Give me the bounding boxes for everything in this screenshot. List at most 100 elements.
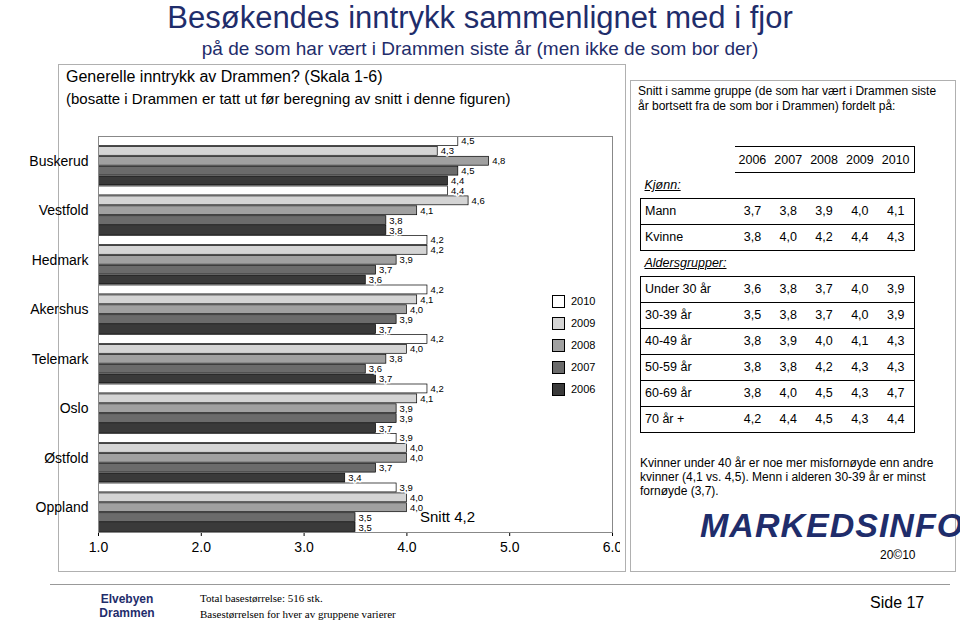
html-text:4,0: 4,0 bbox=[815, 334, 833, 348]
svg-text:Buskerud: Buskerud bbox=[29, 153, 88, 169]
html-text:Generelle inntrykk av Drammen?: Generelle inntrykk av Drammen? (Skala 1-… bbox=[66, 68, 383, 85]
html-text:Besøkendes inntrykk sammenlign: Besøkendes inntrykk sammenlignet med i f… bbox=[167, 0, 793, 35]
html-text:3,8: 3,8 bbox=[743, 386, 762, 400]
svg-text:1.0: 1.0 bbox=[89, 539, 109, 555]
svg-text:4,4: 4,4 bbox=[451, 185, 464, 196]
svg-text:3,4: 3,4 bbox=[348, 472, 361, 483]
svg-text:4.0: 4.0 bbox=[397, 539, 417, 555]
svg-text:4,3: 4,3 bbox=[441, 145, 454, 156]
svg-text:4,2: 4,2 bbox=[430, 244, 443, 255]
html-text:3,7: 3,7 bbox=[815, 282, 833, 296]
html-text:(bosatte i Drammen er tatt ut: (bosatte i Drammen er tatt ut før beregn… bbox=[66, 90, 511, 107]
svg-text:3,6: 3,6 bbox=[369, 274, 382, 285]
html-text:Elvebyen Drammen: Elvebyen Drammen bbox=[99, 592, 155, 620]
svg-text:4,8: 4,8 bbox=[492, 155, 505, 166]
svg-text:4,1: 4,1 bbox=[420, 393, 433, 404]
svg-text:Akershus: Akershus bbox=[30, 301, 88, 317]
html-text:på de som har vært i Drammen s: på de som har vært i Drammen siste år (m… bbox=[201, 38, 759, 59]
svg-text:4,6: 4,6 bbox=[472, 195, 485, 206]
html-text:4,1: 4,1 bbox=[887, 204, 905, 218]
html-text:Mann: Mann bbox=[645, 204, 677, 218]
html-text:4,0: 4,0 bbox=[779, 386, 797, 400]
html-text:2008: 2008 bbox=[810, 152, 838, 167]
html-text:3,8: 3,8 bbox=[779, 282, 797, 296]
html-text:70 år +: 70 år + bbox=[645, 412, 685, 426]
html-text:4,2: 4,2 bbox=[815, 360, 833, 374]
html-text:3,8: 3,8 bbox=[743, 360, 762, 374]
svg-text:Østfold: Østfold bbox=[44, 450, 88, 466]
html-text:Aldersgrupper:: Aldersgrupper: bbox=[644, 256, 727, 270]
html-text:3,9: 3,9 bbox=[887, 308, 905, 322]
html-text:4,7: 4,7 bbox=[887, 386, 905, 400]
html-text:3,9: 3,9 bbox=[887, 282, 905, 296]
html-text:4,4: 4,4 bbox=[779, 412, 797, 426]
svg-text:Hedmark: Hedmark bbox=[32, 252, 90, 268]
html-text:4,2: 4,2 bbox=[743, 412, 762, 426]
html-text:50-59 år: 50-59 år bbox=[645, 360, 692, 374]
svg-text:3,8: 3,8 bbox=[389, 353, 402, 364]
html-text:4,2: 4,2 bbox=[815, 230, 833, 244]
html-text:3,8: 3,8 bbox=[779, 360, 797, 374]
html-text:Snitt 4,2: Snitt 4,2 bbox=[420, 508, 475, 525]
html-text:4,3: 4,3 bbox=[887, 230, 905, 244]
svg-text:3,9: 3,9 bbox=[400, 413, 413, 424]
html-text:4,3: 4,3 bbox=[887, 360, 905, 374]
svg-text:3,7: 3,7 bbox=[379, 373, 392, 384]
svg-text:3,7: 3,7 bbox=[379, 324, 392, 335]
html-text:4,3: 4,3 bbox=[851, 360, 869, 374]
svg-text:3,8: 3,8 bbox=[389, 225, 402, 236]
svg-text:4,1: 4,1 bbox=[420, 205, 433, 216]
html-text:4,3: 4,3 bbox=[887, 334, 905, 348]
html-text:4,0: 4,0 bbox=[851, 308, 869, 322]
html-text:2007: 2007 bbox=[774, 152, 803, 167]
svg-text:3,9: 3,9 bbox=[400, 314, 413, 325]
html-text:Snitt i samme gruppe (de som h: Snitt i samme gruppe (de som har vært i … bbox=[638, 84, 937, 113]
svg-text:4,2: 4,2 bbox=[430, 333, 443, 344]
html-text:2009: 2009 bbox=[845, 152, 874, 167]
html-text:3,8: 3,8 bbox=[779, 308, 797, 322]
html-text:40-49 år: 40-49 år bbox=[645, 334, 692, 348]
svg-text:6.0: 6.0 bbox=[603, 539, 620, 555]
html-text:Under 30 år: Under 30 år bbox=[645, 282, 711, 296]
html-text:30-39 år: 30-39 år bbox=[645, 308, 692, 322]
svg-text:Oppland: Oppland bbox=[36, 499, 89, 515]
html-text:3,9: 3,9 bbox=[815, 204, 833, 218]
html-text:4,1: 4,1 bbox=[851, 334, 869, 348]
html-text:Kvinner under 40 år er noe mer: Kvinner under 40 år er noe mer misfornøy… bbox=[640, 456, 934, 498]
html-text:Side 17: Side 17 bbox=[870, 594, 925, 611]
html-text:3,8: 3,8 bbox=[743, 230, 762, 244]
html-text:2006: 2006 bbox=[738, 152, 767, 167]
svg-text:4,0: 4,0 bbox=[410, 343, 423, 354]
html-text:4,0: 4,0 bbox=[851, 204, 869, 218]
svg-text:4,0: 4,0 bbox=[410, 452, 423, 463]
svg-text:5.0: 5.0 bbox=[500, 539, 520, 555]
svg-text:3,7: 3,7 bbox=[379, 462, 392, 473]
html-text:Kvinne: Kvinne bbox=[645, 230, 684, 244]
svg-text:4,5: 4,5 bbox=[461, 135, 474, 146]
html-text:3,7: 3,7 bbox=[743, 204, 762, 218]
svg-text:3,5: 3,5 bbox=[359, 522, 372, 533]
html-text:3,9: 3,9 bbox=[779, 334, 797, 348]
html-text:2010: 2010 bbox=[881, 152, 910, 167]
html-text:4,5: 4,5 bbox=[815, 386, 833, 400]
svg-text:Oslo: Oslo bbox=[60, 400, 89, 416]
html-text:4,0: 4,0 bbox=[779, 230, 797, 244]
html-text:Kjønn:: Kjønn: bbox=[644, 178, 681, 192]
html-text:3,7: 3,7 bbox=[815, 308, 833, 322]
html-text:3,5: 3,5 bbox=[743, 308, 762, 322]
html-text:4,3: 4,3 bbox=[851, 412, 869, 426]
svg-text:Telemark: Telemark bbox=[32, 351, 90, 367]
html-text:4,5: 4,5 bbox=[815, 412, 833, 426]
svg-text:3,9: 3,9 bbox=[400, 254, 413, 265]
html-text:4,3: 4,3 bbox=[851, 386, 869, 400]
html-text:60-69 år: 60-69 år bbox=[645, 386, 692, 400]
html-text:4,4: 4,4 bbox=[851, 230, 869, 244]
html-text:3,8: 3,8 bbox=[779, 204, 797, 218]
svg-text:3,7: 3,7 bbox=[379, 423, 392, 434]
svg-text:3.0: 3.0 bbox=[294, 539, 314, 555]
html-text:3,6: 3,6 bbox=[743, 282, 762, 296]
svg-text:2.0: 2.0 bbox=[192, 539, 212, 555]
html-text:3,8: 3,8 bbox=[743, 334, 762, 348]
svg-text:Vestfold: Vestfold bbox=[39, 202, 89, 218]
html-text:4,0: 4,0 bbox=[851, 282, 869, 296]
